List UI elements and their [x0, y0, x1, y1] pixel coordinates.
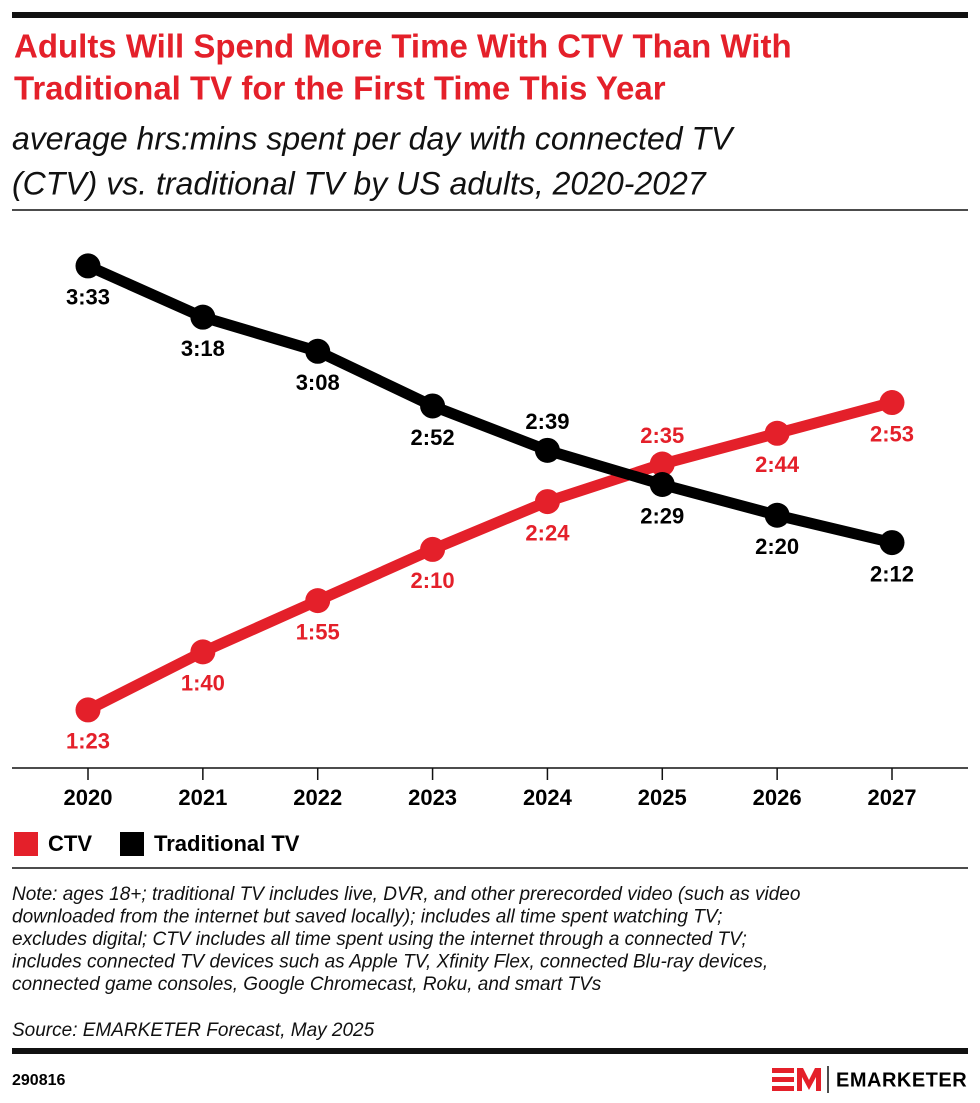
data-point	[879, 530, 905, 556]
x-tick-label: 2021	[178, 785, 227, 810]
x-tick-label: 2026	[753, 785, 802, 810]
source: Source: EMARKETER Forecast, May 2025	[12, 1020, 375, 1041]
value-label: 1:40	[181, 671, 225, 696]
brand: EMARKETER	[836, 1069, 967, 1091]
x-tick-label: 2024	[523, 785, 573, 810]
value-label: 2:20	[755, 534, 799, 559]
x-tick-label: 2027	[868, 785, 917, 810]
chart-title: Traditional TV for the First Time This Y…	[14, 70, 666, 107]
data-point	[75, 253, 101, 279]
value-label: 3:33	[66, 285, 110, 310]
value-label: 2:10	[411, 568, 455, 593]
value-label: 2:44	[755, 452, 800, 477]
value-label: 1:23	[66, 729, 110, 754]
value-label: 1:55	[296, 619, 340, 644]
x-tick-label: 2025	[638, 785, 687, 810]
note: downloaded from the internet but saved l…	[12, 907, 722, 928]
data-point	[649, 451, 675, 477]
series-line	[85, 397, 894, 715]
logo-mark	[772, 1068, 821, 1091]
value-label: 3:18	[181, 336, 225, 361]
note: includes connected TV devices such as Ap…	[12, 952, 768, 973]
legend-swatch	[14, 832, 38, 856]
value-label: 2:52	[411, 425, 455, 450]
chart-id: 290816	[12, 1072, 65, 1089]
x-tick-label: 2020	[64, 785, 113, 810]
chart-subtitle: (CTV) vs. traditional TV by US adults, 2…	[12, 165, 707, 201]
series-line	[85, 260, 894, 548]
data-point	[534, 437, 560, 463]
bottom-bar	[12, 1048, 968, 1054]
chart-title: Adults Will Spend More Time With CTV Tha…	[14, 28, 792, 65]
note: excludes digital; CTV includes all time …	[12, 929, 747, 950]
data-point	[534, 489, 560, 515]
legend-label: CTV	[48, 831, 92, 856]
value-label: 2:29	[640, 503, 684, 528]
data-point	[190, 304, 216, 330]
value-label: 2:24	[525, 520, 570, 545]
value-label: 3:08	[296, 370, 340, 395]
note: connected game consoles, Google Chromeca…	[12, 974, 602, 995]
data-point	[305, 588, 331, 614]
data-point	[879, 390, 905, 416]
data-point	[75, 697, 101, 723]
data-point	[305, 338, 331, 364]
value-label: 2:53	[870, 421, 914, 446]
legend-label: Traditional TV	[154, 831, 300, 856]
chart-subtitle: average hrs:mins spent per day with conn…	[12, 120, 735, 156]
data-point	[649, 472, 675, 498]
value-label: 2:39	[525, 409, 569, 434]
data-point	[764, 502, 790, 528]
x-tick-label: 2023	[408, 785, 457, 810]
legend-swatch	[120, 832, 144, 856]
value-label: 2:35	[640, 423, 684, 448]
x-tick-label: 2022	[293, 785, 342, 810]
value-label: 2:12	[870, 561, 914, 586]
note: Note: ages 18+; traditional TV includes …	[12, 884, 800, 905]
top-bar	[12, 12, 968, 18]
data-point	[190, 639, 216, 665]
data-point	[764, 420, 790, 446]
data-point	[420, 393, 446, 419]
data-point	[420, 536, 446, 562]
